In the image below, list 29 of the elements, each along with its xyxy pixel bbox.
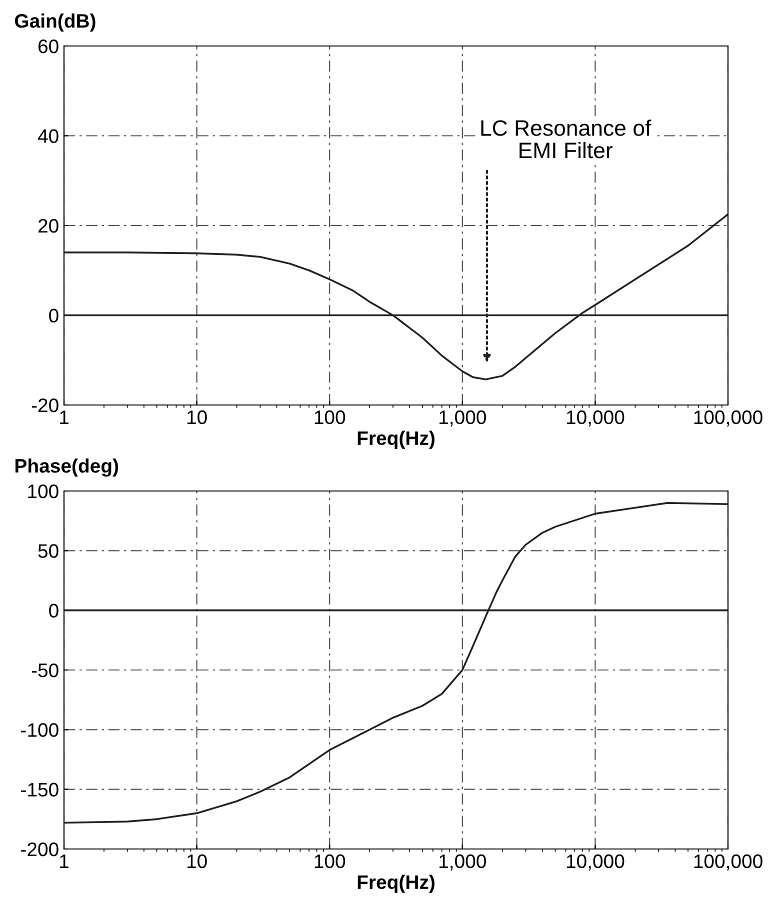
x-axis-title: Freq(Hz) [358, 430, 434, 449]
x-tick-label: 1 [60, 854, 68, 868]
x-tick-label: 100 [314, 854, 346, 868]
y-tick-label: -200 [21, 842, 58, 856]
y-tick-label: 20 [38, 218, 58, 233]
x-tick-label: 10,000 [566, 854, 624, 870]
y-tick-label: 100 [28, 484, 58, 498]
x-tick-label: 1,000 [440, 854, 486, 870]
y-tick-label: 0 [49, 604, 58, 618]
y-tick-label: 60 [38, 39, 58, 54]
y-tick-label: 40 [38, 129, 58, 143]
y-axis-title: Gain(dB) [15, 14, 96, 32]
x-tick-label: 1 [60, 410, 68, 424]
x-tick-label: 10,000 [566, 410, 624, 426]
x-tick-label: 100 [314, 410, 346, 424]
x-tick-label: 100,000 [694, 854, 762, 870]
y-tick-label: -50 [32, 663, 58, 678]
y-tick-label: -150 [21, 782, 58, 797]
x-axis-title: Freq(Hz) [358, 874, 434, 893]
annotation: LC Resonance of EMI Filter [481, 120, 652, 158]
y-tick-label: -100 [21, 723, 58, 737]
y-tick-label: 0 [49, 308, 58, 322]
x-tick-label: 10 [187, 854, 207, 868]
x-tick-label: 10 [187, 410, 207, 424]
x-tick-label: 100,000 [694, 410, 762, 426]
y-axis-title: Phase(deg) [16, 458, 118, 477]
x-tick-label: 1,000 [440, 410, 486, 426]
y-tick-label: -20 [32, 398, 58, 412]
y-tick-label: 50 [38, 544, 58, 558]
